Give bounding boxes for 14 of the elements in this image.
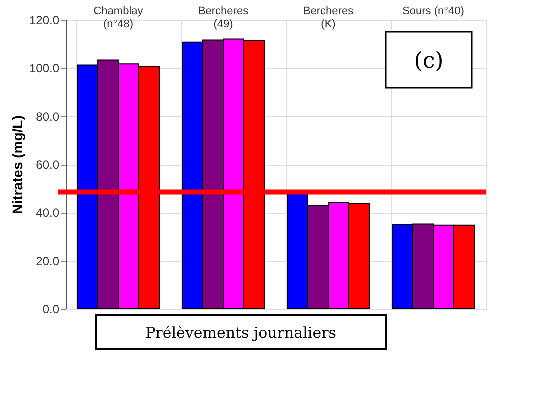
x-tick-label: Bercheres (49) [198, 6, 250, 30]
y-axis-title: Nitrates (mg/L) [9, 116, 26, 214]
y-tick-label: 40.0 [36, 206, 60, 220]
y-tick-label: 0.0 [42, 302, 60, 316]
y-tick-label: 80.0 [36, 110, 60, 124]
y-tick-label: 120.0 [29, 14, 60, 28]
x-tick-label: Chamblay (n°48) [94, 6, 144, 30]
y-tick-label: 100.0 [29, 62, 60, 76]
x-tick-label: Bercheres (K) [303, 6, 354, 30]
y-tick-label: 20.0 [36, 254, 60, 268]
y-tick-label: 60.0 [36, 158, 60, 172]
x-axis-title: Prélèvements journaliers [146, 324, 336, 342]
x-tick-label: Sours (n°40) [402, 6, 464, 18]
annotation: (c) [414, 49, 444, 74]
